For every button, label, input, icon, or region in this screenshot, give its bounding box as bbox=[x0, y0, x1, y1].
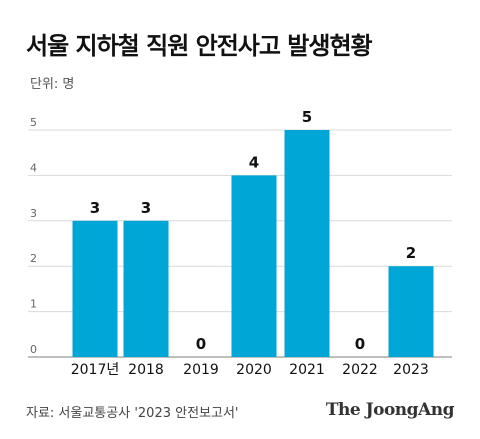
data-label: 3 bbox=[90, 199, 100, 217]
data-label: 2 bbox=[406, 244, 416, 262]
publisher-logo: The JoongAng bbox=[325, 400, 455, 420]
x-tick-label: 2022 bbox=[342, 362, 378, 378]
bar bbox=[231, 175, 277, 357]
x-tick-label: 2019 bbox=[183, 362, 219, 378]
unit-label: 단위: 명 bbox=[30, 77, 75, 92]
y-tick-labels: 0 1 2 3 4 5 bbox=[30, 116, 37, 356]
y-tick-label: 5 bbox=[30, 116, 37, 129]
source-note: 자료: 서울교통공사 '2023 안전보고서' bbox=[26, 406, 239, 421]
bar bbox=[388, 266, 434, 357]
bar bbox=[72, 220, 118, 357]
y-tick-label: 1 bbox=[30, 298, 37, 311]
y-tick-label: 3 bbox=[30, 207, 37, 220]
data-label: 3 bbox=[141, 199, 151, 217]
data-label: 4 bbox=[249, 153, 259, 171]
x-tick-label: 2017년 bbox=[71, 362, 120, 378]
chart-title: 서울 지하철 직원 안전사고 발생현황 bbox=[26, 32, 373, 60]
data-label: 5 bbox=[302, 108, 312, 126]
bar bbox=[123, 220, 169, 357]
y-tick-label: 0 bbox=[30, 343, 37, 356]
x-tick-label: 2018 bbox=[128, 362, 164, 378]
y-tick-label: 4 bbox=[30, 161, 37, 174]
x-tick-labels: 2017년 2018 2019 2020 2021 2022 2023 bbox=[71, 362, 429, 378]
data-label: 0 bbox=[355, 335, 365, 353]
data-label: 0 bbox=[196, 335, 206, 353]
x-tick-label: 2023 bbox=[393, 362, 429, 378]
x-tick-label: 2021 bbox=[289, 362, 325, 378]
data-labels: 3 3 0 4 5 0 2 bbox=[90, 108, 416, 353]
bars bbox=[72, 130, 434, 357]
bar bbox=[284, 130, 330, 357]
x-tick-label: 2020 bbox=[236, 362, 272, 378]
y-tick-label: 2 bbox=[30, 252, 37, 265]
